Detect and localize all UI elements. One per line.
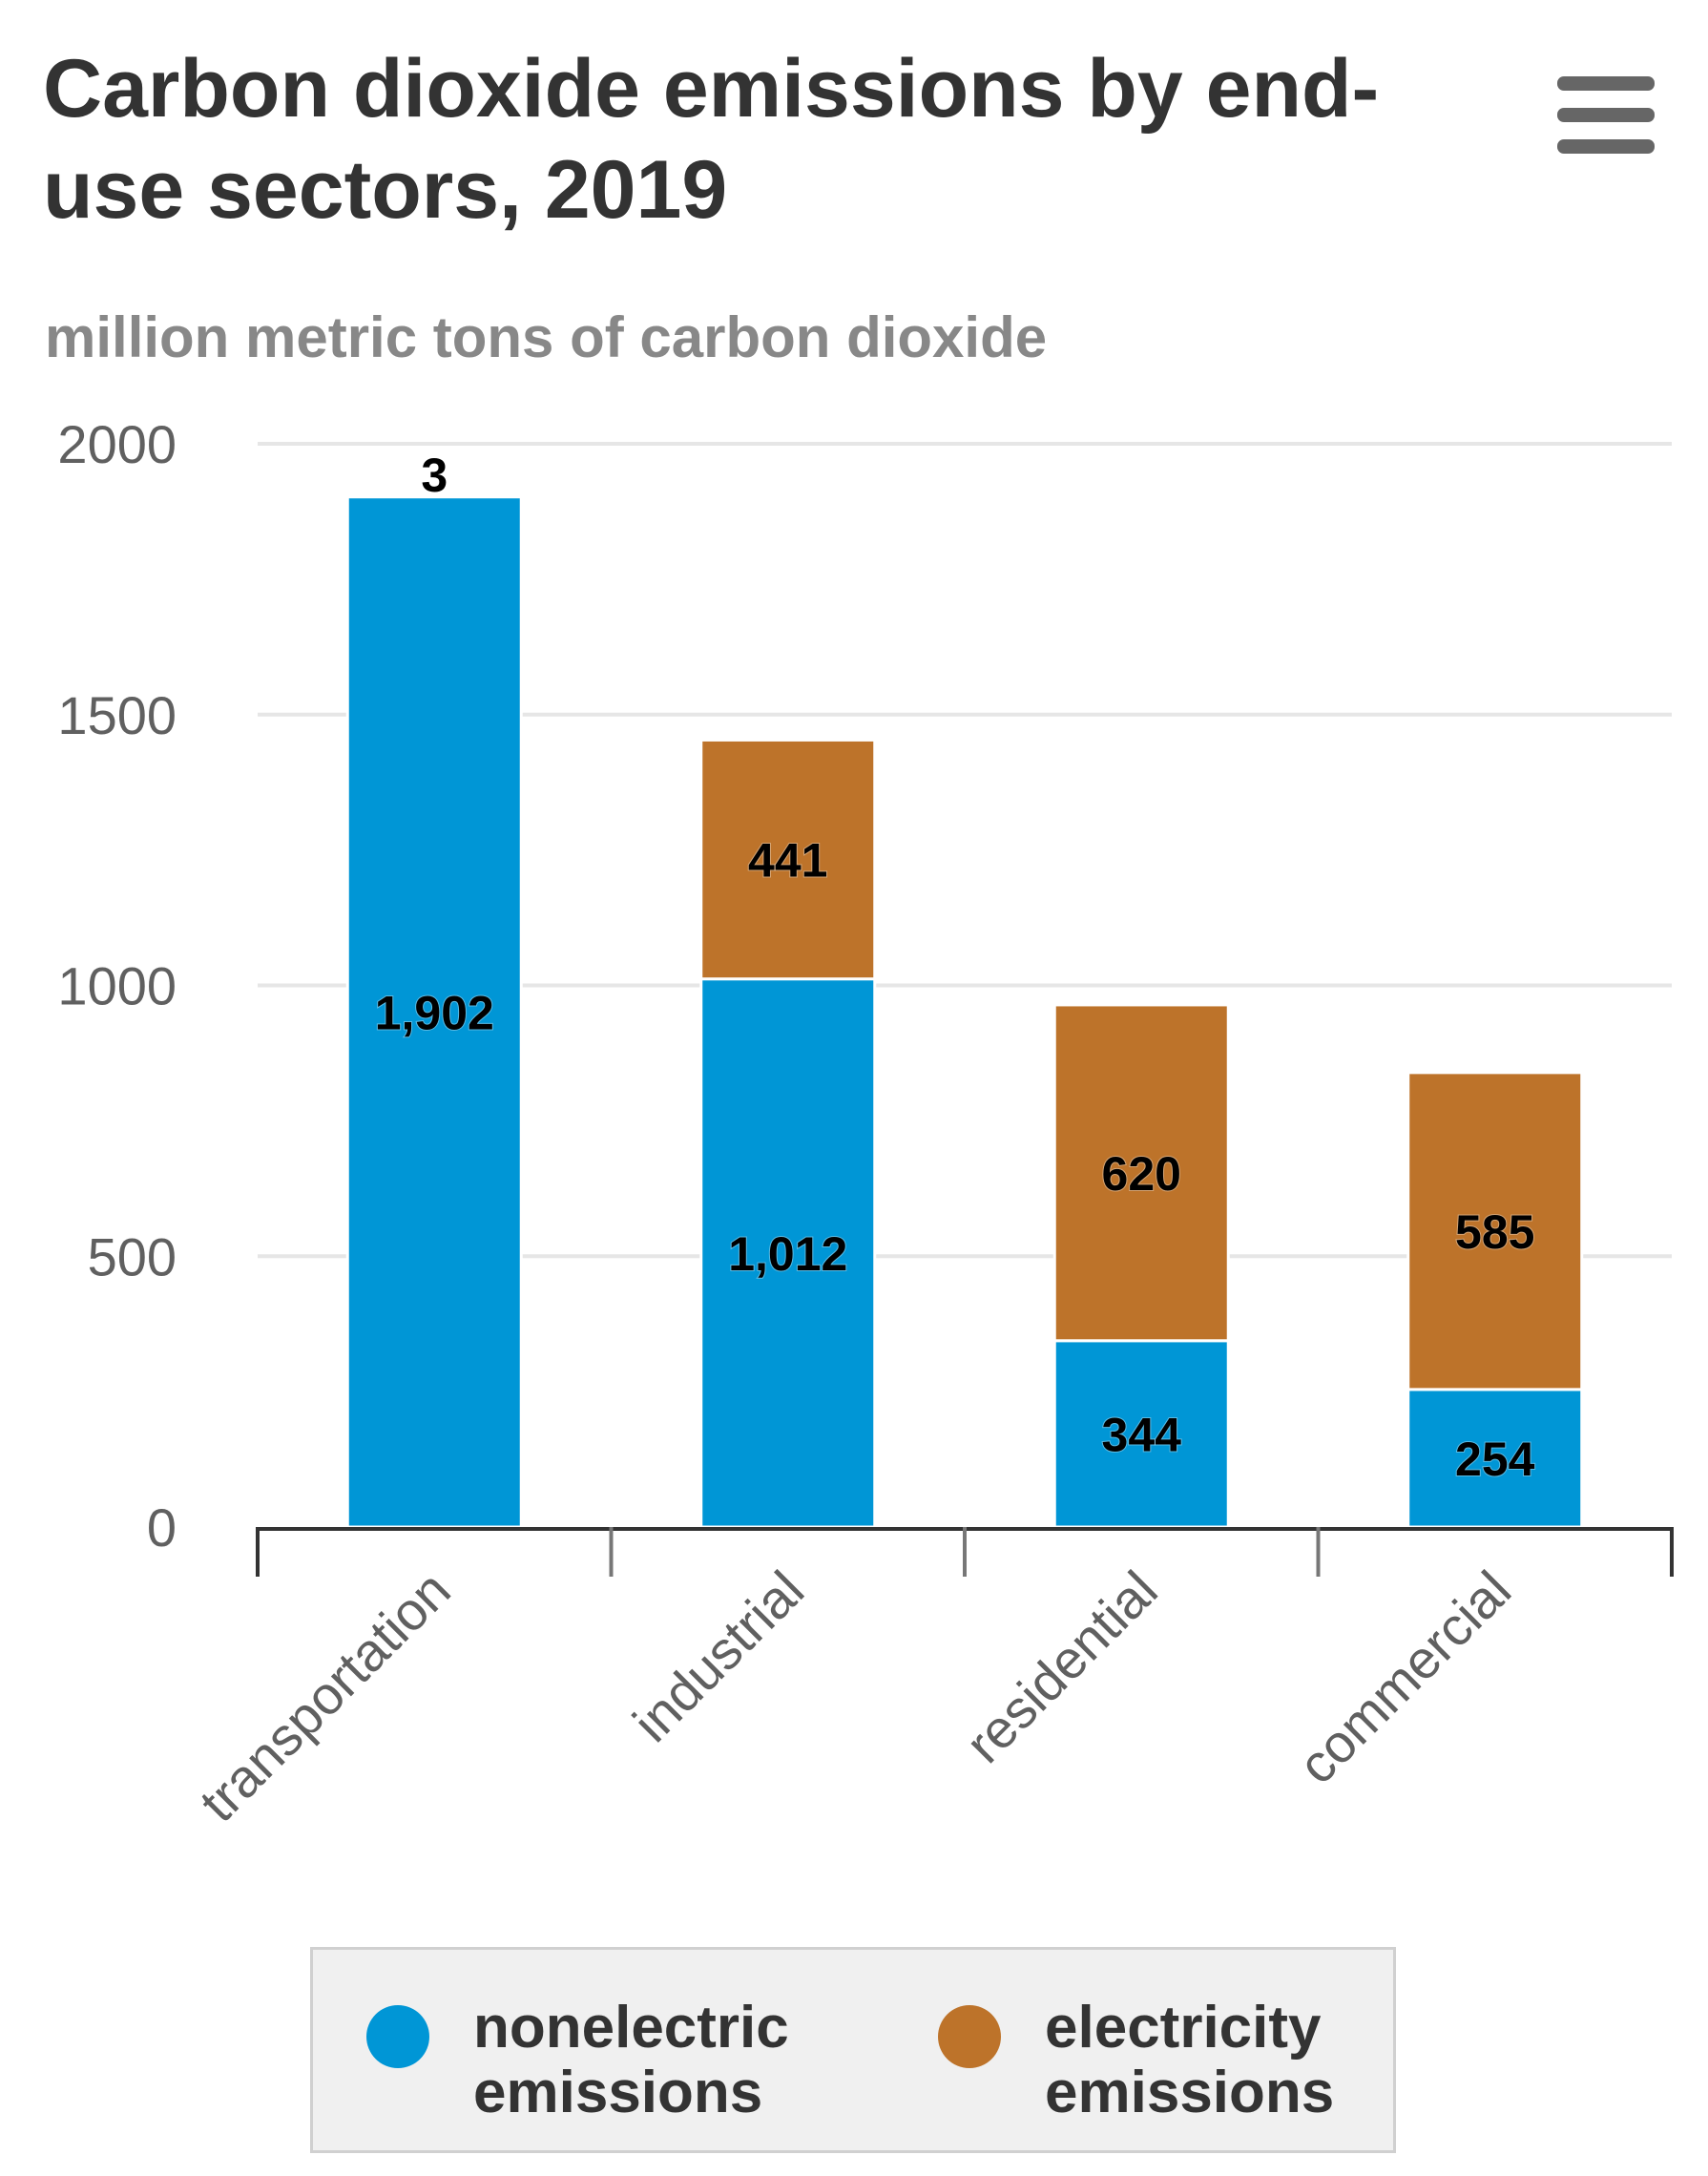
y-tick-label: 1500 <box>57 685 177 745</box>
x-tick-label: transportation <box>188 1559 462 1833</box>
chart-menu-button[interactable] <box>1557 76 1655 155</box>
y-tick-label: 1000 <box>57 956 177 1016</box>
y-tick-label: 0 <box>147 1497 177 1558</box>
legend-item-electricity[interactable]: electricity emissions <box>938 1996 1377 2125</box>
chart-legend: nonelectric emissions electricity emissi… <box>310 1947 1396 2153</box>
data-label: 344 <box>1102 1408 1182 1461</box>
hamburger-menu-icon-bar <box>1557 108 1655 122</box>
data-label: 620 <box>1102 1147 1181 1201</box>
hamburger-menu-icon-bar <box>1557 139 1655 154</box>
legend-swatch-electricity <box>938 2005 1001 2068</box>
hamburger-menu-icon <box>1557 76 1655 91</box>
bar-electricity-commercial <box>1406 1071 1584 1391</box>
chart-plot: 1,902 3 1,012 441 344 620 254 585 0 500 1000 1500 2… <box>57 414 1674 1833</box>
bar-electricity-residential <box>1052 1003 1230 1343</box>
chart-title: Carbon dioxide emissions by end-use sect… <box>43 43 1380 236</box>
data-label: 585 <box>1455 1205 1534 1259</box>
data-label: 254 <box>1455 1433 1535 1486</box>
legend-label-electricity: electricity emissions <box>1045 1995 1335 2125</box>
x-tick-label: commercial <box>1286 1559 1522 1795</box>
data-label: 1,902 <box>375 986 494 1039</box>
x-tick-label: residential <box>954 1559 1169 1774</box>
data-label: 3 <box>421 449 448 502</box>
bar-electricity-transportation <box>345 493 523 499</box>
chart-subtitle: million metric tons of carbon dioxide <box>45 305 1048 369</box>
data-label: 1,012 <box>728 1227 847 1281</box>
legend-item-nonelectric[interactable]: nonelectric emissions <box>366 1996 844 2125</box>
bar-nonelectric-industrial <box>699 977 877 1529</box>
legend-swatch-nonelectric <box>366 2005 429 2068</box>
y-tick-label: 500 <box>88 1226 177 1287</box>
bar-electricity-industrial <box>699 738 877 981</box>
y-tick-label: 2000 <box>57 414 177 474</box>
data-label: 441 <box>748 834 827 888</box>
legend-label-nonelectric: nonelectric emissions <box>473 1995 789 2125</box>
x-tick-label: industrial <box>621 1559 815 1753</box>
